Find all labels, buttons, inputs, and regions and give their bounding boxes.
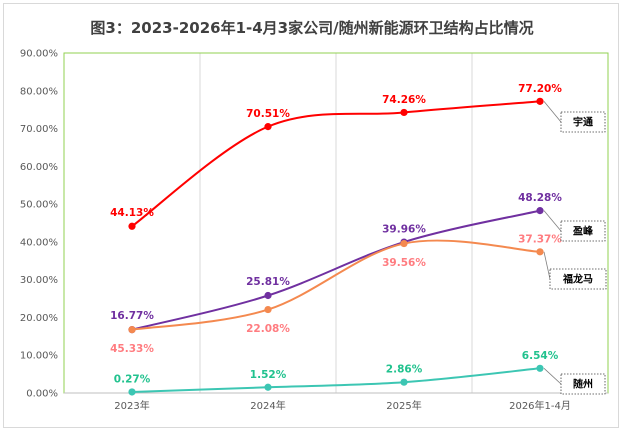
series-line [131,209,541,331]
series-line [131,239,541,331]
legend-box [560,373,606,395]
data-label: 70.51% [246,108,290,120]
y-tick-label: 40.00% [20,237,58,248]
data-label: 74.26% [382,94,426,106]
data-point [264,305,272,314]
data-point [128,388,136,396]
data-label: 6.54% [522,350,559,362]
y-tick-label: 50.00% [20,200,58,211]
y-tick-label: 70.00% [20,124,58,135]
legend-leader-line [543,101,562,123]
y-tick-label: 10.00% [20,351,58,362]
grid [199,53,473,393]
data-point [400,239,408,248]
y-tick-label: 20.00% [20,313,58,324]
data-label: 39.56% [382,257,426,269]
series-lines [128,97,544,396]
axes: 0.00% 10.00% 20.00% 30.00% 40.00% 50.00% 60.00… [20,49,609,412]
series-line [131,100,541,228]
legend-leader-line [543,367,562,385]
data-point [536,207,544,215]
data-label: 2.86% [386,364,423,376]
y-tick-label: 80.00% [20,86,58,97]
data-point [264,123,272,131]
y-tick-label: 90.00% [20,49,58,60]
data-point [536,97,544,105]
data-label: 25.81% [246,276,290,288]
line-chart: 图3：2023-2026年1-4月3家公司/随州新能源环卫结构占比情况 0.00… [20,19,609,412]
data-label: 0.27% [114,373,151,385]
legend-box [549,268,607,290]
series-line [131,367,541,393]
data-label: 16.77% [110,310,154,322]
data-point [400,378,408,386]
legend-box [560,220,606,242]
x-tick-label: 2025年 [386,399,421,412]
chart-frame: 图3：2023-2026年1-4月3家公司/随州新能源环卫结构占比情况 0.00… [3,3,619,428]
y-tick-label: 30.00% [20,275,58,286]
data-label: 48.28% [518,192,562,204]
legend-leader-line [543,210,562,232]
data-label: 45.33% [110,343,154,355]
data-point [400,108,408,117]
data-label: 44.13% [110,207,154,219]
x-tick-label: 2023年 [114,399,149,412]
data-label: 77.20% [518,83,562,95]
legend-label: 盈峰 [572,225,594,238]
data-labels: 44.13% 70.51% 74.26% 77.20% 16.77% 25.81% 39.9… [110,83,562,386]
y-tick-label: 60.00% [20,162,58,173]
x-tick-label: 2024年 [250,399,285,412]
data-label: 22.08% [246,323,290,335]
data-label: 1.52% [250,369,287,381]
legend-label: 随州 [573,378,593,391]
legend-box [560,111,606,133]
legend-leader-line [543,251,551,280]
data-point [264,383,272,391]
data-point [536,248,544,256]
legend-label: 宇通 [573,116,593,129]
data-point [128,222,136,230]
data-label: 37.37% [518,233,562,245]
data-point [264,291,272,300]
chart-title: 图3：2023-2026年1-4月3家公司/随州新能源环卫结构占比情况 [90,19,533,37]
y-tick-label: 0.00% [26,389,58,400]
x-tick-label: 2026年1-4月 [509,399,571,412]
data-label: 39.96% [382,224,426,236]
legend-label: 福龙马 [562,273,593,286]
data-point [128,326,136,334]
data-point [536,364,544,372]
